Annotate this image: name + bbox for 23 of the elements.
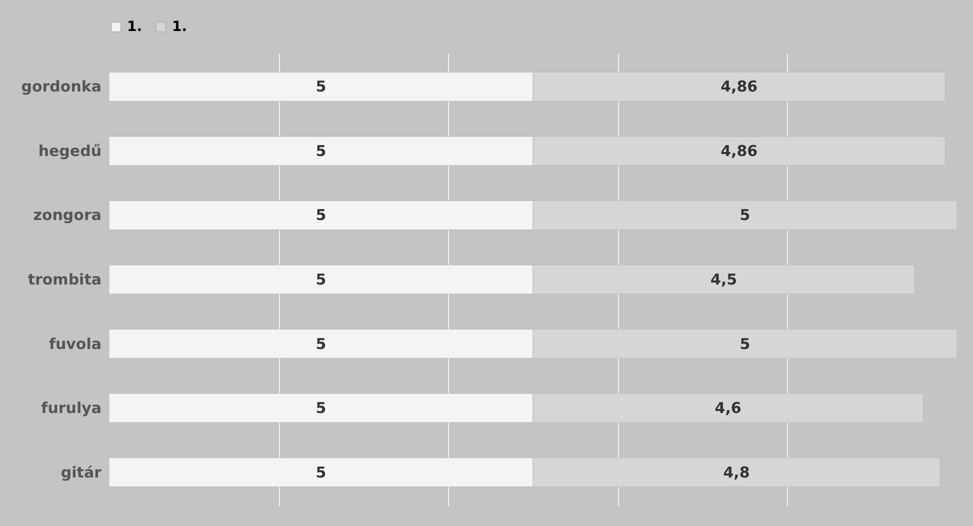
y-tick-label: furulya <box>41 399 102 418</box>
data-label: 4,86 <box>720 142 758 160</box>
data-label: 4,8 <box>723 463 750 482</box>
data-label: 5 <box>316 334 326 353</box>
data-label: 5 <box>316 399 326 418</box>
data-label: 5 <box>316 78 326 96</box>
data-label: 5 <box>316 463 326 482</box>
data-label: 5 <box>316 270 326 288</box>
y-tick-label: zongora <box>33 206 102 224</box>
data-label: 5 <box>316 142 326 160</box>
data-label: 5 <box>316 206 326 224</box>
data-label: 4,86 <box>720 78 758 96</box>
data-label: 5 <box>740 334 750 353</box>
legend-label: 1. <box>172 19 188 35</box>
y-tick-label: trombita <box>28 270 102 288</box>
y-tick-label: gitár <box>60 463 102 482</box>
legend-label: 1. <box>127 19 142 35</box>
y-tick-label: gordonka <box>21 78 102 96</box>
y-tick-label: hegedű <box>38 142 102 160</box>
data-label: 4,6 <box>714 399 742 418</box>
y-tick-label: fuvola <box>48 334 102 353</box>
data-label: 4,5 <box>710 270 738 288</box>
data-label: 5 <box>740 206 750 224</box>
